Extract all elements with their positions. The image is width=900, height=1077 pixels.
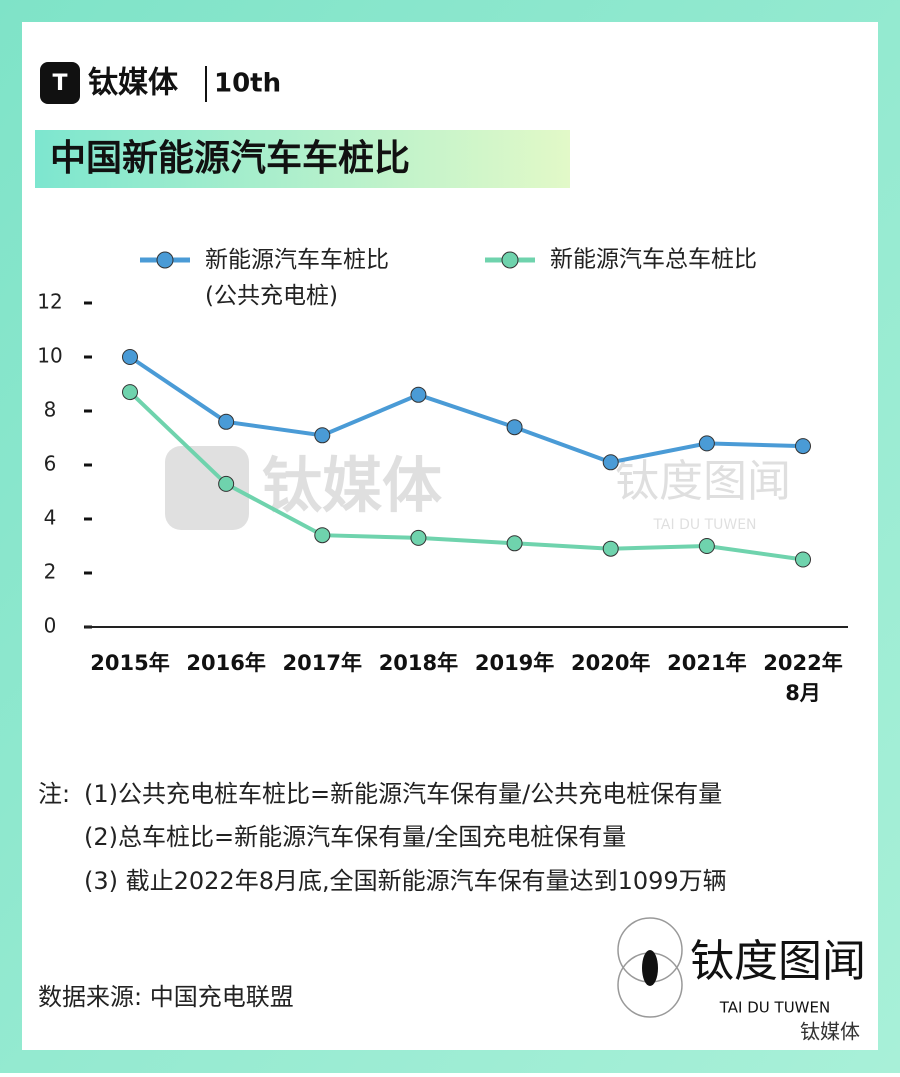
note: (2)总车桩比=新能源汽车保有量/全国充电桩保有量: [84, 823, 626, 851]
data-point: [218, 475, 235, 492]
data-point: [314, 527, 331, 544]
footer-logo-eye: [642, 950, 658, 986]
series-line: [128, 390, 804, 562]
panel: [22, 22, 878, 1050]
legend-label: 新能源汽车车桩比(公共充电桩): [205, 247, 389, 309]
y-tick-label: 0: [44, 614, 57, 638]
data-point: [698, 538, 715, 554]
data-point: [602, 540, 619, 557]
y-tick-label: 8: [44, 398, 57, 422]
legend-marker: [501, 251, 519, 269]
note: (3) 截止2022年8月底,全国新能源汽车保有量达到1099万辆: [84, 867, 727, 895]
watermark-sub: 钛度图闻: [615, 456, 791, 507]
data-point: [122, 349, 138, 365]
brand-icon: [40, 62, 80, 104]
y-tick-label: 6: [44, 452, 57, 476]
data-point: [795, 438, 811, 455]
data-point: [410, 386, 427, 403]
series-line: [128, 355, 804, 465]
data-point: [602, 454, 619, 471]
y-tick-label: 12: [37, 290, 62, 314]
data-point: [122, 384, 138, 401]
chart-title: 中国新能源汽车车桩比: [50, 138, 410, 179]
x-tick-label: 2018年: [379, 651, 458, 675]
watermark: 钛媒体 钛度图闻 TAI DU TUWEN: [165, 446, 791, 533]
footer-logo: 钛度图闻: [690, 936, 866, 987]
data-point: [698, 435, 715, 452]
legend-marker: [156, 251, 174, 269]
y-tick-label: 2: [44, 560, 57, 584]
footer-logo-en: TAI DU TUWEN: [719, 999, 830, 1017]
x-tick-label: 2022年 8月: [763, 651, 842, 705]
notes-label: 注:: [38, 780, 70, 808]
brand: 钛媒体: [88, 66, 179, 101]
data-point: [506, 535, 523, 552]
data-point: [218, 413, 235, 430]
y-tick-label: 4: [44, 506, 57, 530]
y-tick-label: 10: [37, 344, 62, 368]
x-tick-label: 2017年: [283, 651, 362, 675]
x-tick-label: 2015年: [90, 651, 169, 675]
data-point: [795, 551, 811, 568]
watermark-icon: [165, 446, 249, 530]
brand-icon-glyph: T: [52, 71, 67, 96]
source: 数据来源: 中国充电联盟: [38, 983, 294, 1011]
x-tick-label: 2019年: [475, 651, 554, 675]
wechat-label: 钛媒体: [800, 1020, 860, 1044]
x-tick-label: 2021年: [667, 651, 746, 675]
data-point: [410, 529, 427, 546]
note: (1)公共充电桩车桩比=新能源汽车保有量/公共充电桩保有量: [84, 780, 722, 808]
x-tick-label: 2016年: [186, 651, 265, 675]
x-tick-label: 2020年: [571, 651, 650, 675]
anniversary: 10th: [214, 69, 281, 99]
watermark-brand: 钛媒体: [262, 452, 442, 522]
data-point: [314, 427, 331, 444]
title-box: [35, 130, 570, 188]
watermark-sub-en: TAI DU TUWEN: [652, 517, 756, 533]
legend-label: 新能源汽车总车桩比: [550, 247, 757, 273]
data-point: [506, 419, 523, 436]
